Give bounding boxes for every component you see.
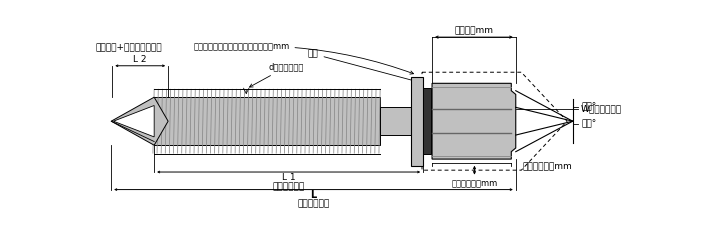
Text: １５°: １５°: [581, 102, 596, 111]
Polygon shape: [432, 83, 516, 159]
Text: ２７．５mm: ２７．５mm: [454, 27, 493, 36]
Text: （ネジ長さ）: （ネジ長さ）: [273, 182, 305, 191]
Polygon shape: [114, 106, 154, 137]
Bar: [380, 107, 411, 135]
Text: （首下長さ）: （首下長さ）: [297, 199, 330, 208]
Text: １５°: １５°: [581, 120, 596, 128]
Bar: [411, 77, 423, 166]
Text: ネジ深さ１９mm: ネジ深さ１９mm: [451, 180, 498, 188]
Bar: [154, 97, 380, 145]
Text: W１／２－１２: W１／２－１２: [581, 105, 622, 114]
Text: 六角対辺１７mm: 六角対辺１７mm: [523, 163, 572, 172]
Text: （ドリル+不完全ネジ部）: （ドリル+不完全ネジ部）: [96, 44, 162, 53]
Text: ゴム: ゴム: [308, 49, 423, 84]
Bar: [423, 88, 431, 155]
Text: L: L: [310, 191, 317, 200]
Text: L 1: L 1: [282, 173, 295, 182]
Polygon shape: [111, 97, 168, 145]
Text: d（ネジ外径）: d（ネジ外径）: [250, 62, 304, 87]
Text: ボンデッドワッシャー外径２５．０mm: ボンデッドワッシャー外径２５．０mm: [193, 42, 413, 74]
Text: L 2: L 2: [133, 55, 146, 64]
